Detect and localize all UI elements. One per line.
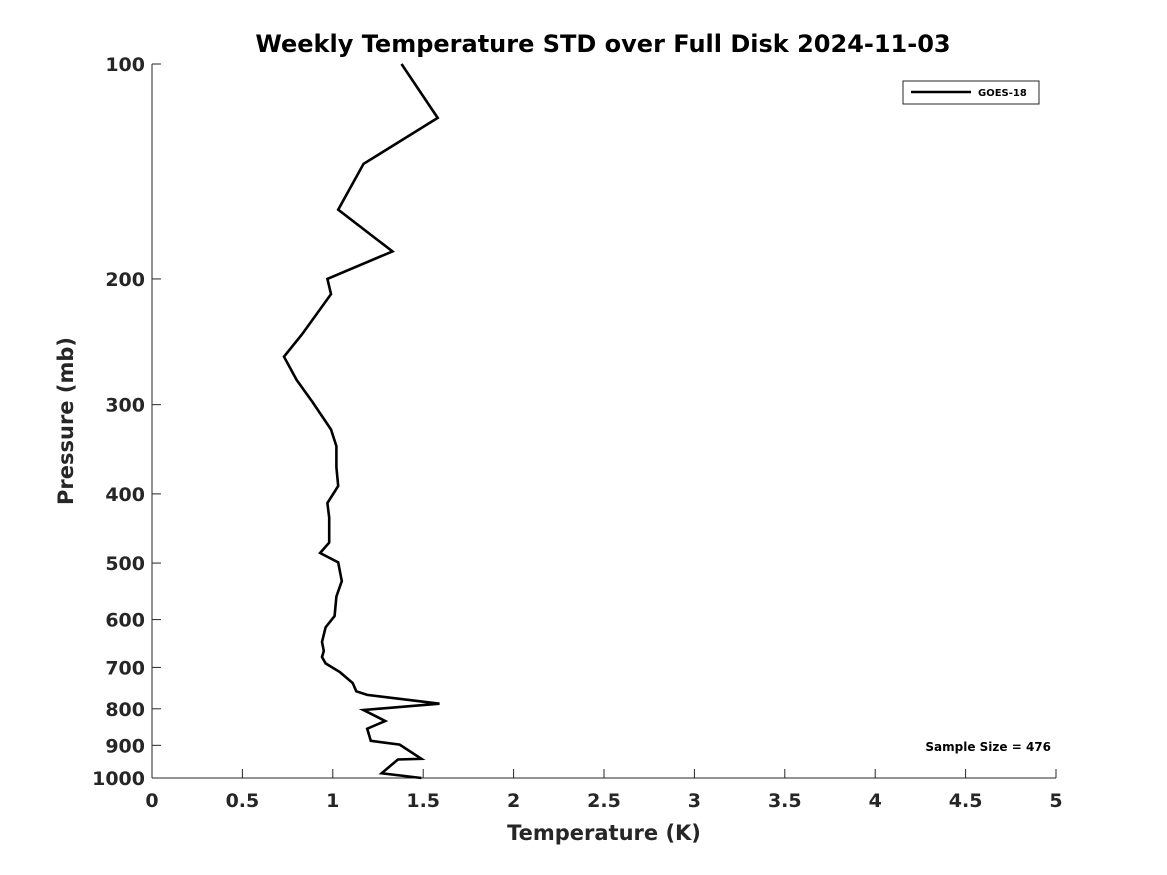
y-tick-label: 300	[105, 395, 145, 417]
x-tick-label: 4.5	[949, 790, 983, 812]
sample-size-annotation: Sample Size = 476	[925, 740, 1051, 754]
y-tick-label: 800	[105, 699, 145, 721]
y-tick-label: 100	[105, 54, 145, 76]
y-axis-label: Pressure (mb)	[54, 337, 78, 505]
x-tick-label: 0	[145, 790, 158, 812]
y-tick-label: 400	[105, 484, 145, 506]
x-axis: 0 0.5 1 1.5 2 2.5 3 3.5 4 4.5 5	[145, 769, 1063, 812]
x-tick-label: 2.5	[587, 790, 621, 812]
x-tick-label: 0.5	[226, 790, 260, 812]
chart-title: Weekly Temperature STD over Full Disk 20…	[255, 30, 950, 58]
legend: GOES-18	[902, 80, 1040, 105]
y-tick-label: 500	[105, 553, 145, 575]
x-tick-label: 3.5	[768, 790, 802, 812]
y-tick-label: 700	[105, 657, 145, 679]
x-tick-label: 4	[869, 790, 882, 812]
legend-label-goes-18: GOES-18	[978, 88, 1027, 99]
y-tick-label: 1000	[92, 768, 145, 790]
x-tick-label: 5	[1049, 790, 1062, 812]
x-axis-label: Temperature (K)	[507, 821, 701, 845]
y-tick-label: 200	[105, 269, 145, 291]
series-layer	[282, 63, 440, 780]
y-tick-label: 600	[105, 610, 145, 632]
x-tick-label: 2	[507, 790, 520, 812]
plot-area	[152, 64, 1056, 778]
x-tick-label: 1	[326, 790, 339, 812]
y-axis: 100 200 300 400 500 600 700 800 900 1000	[92, 54, 161, 790]
series-line-goes-18	[282, 63, 440, 780]
x-tick-label: 1.5	[406, 790, 440, 812]
x-tick-label: 3	[688, 790, 701, 812]
y-tick-label: 900	[105, 735, 145, 757]
